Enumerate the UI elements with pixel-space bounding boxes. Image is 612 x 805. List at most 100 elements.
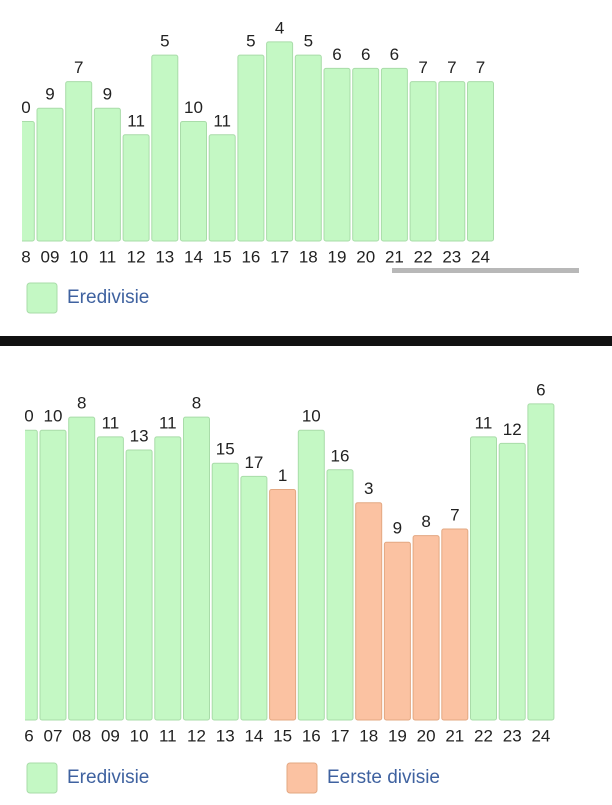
value-label: 8	[421, 512, 430, 531]
value-label: 10	[12, 98, 31, 117]
bar	[355, 502, 383, 721]
bar	[39, 429, 67, 721]
x-tick-label: 20	[356, 247, 375, 266]
bar	[25, 429, 38, 721]
x-tick-label: 07	[44, 726, 63, 745]
bar	[438, 81, 466, 242]
value-label: 7	[74, 58, 83, 77]
x-tick-label: 17	[270, 247, 289, 266]
bar	[96, 436, 124, 721]
value-label: 16	[331, 446, 350, 465]
x-tick-label: 10	[69, 247, 88, 266]
legend-swatch	[286, 762, 318, 794]
value-label: 3	[364, 479, 373, 498]
x-tick-label: 13	[155, 247, 174, 266]
legend: Eredivisie Eredivisie Eerste divisie	[26, 282, 440, 794]
value-label: 8	[192, 394, 201, 413]
bar	[294, 54, 322, 242]
x-tick-label: 11	[159, 726, 177, 745]
bar	[470, 436, 497, 721]
x-tick-label: 18	[359, 726, 378, 745]
value-label: 6	[390, 45, 399, 64]
x-tick-label: 21	[445, 726, 464, 745]
x-tick-label: 18	[299, 247, 318, 266]
legend-label: Eredivisie	[67, 287, 149, 308]
x-tick-label: 23	[442, 247, 461, 266]
value-label: 6	[361, 45, 370, 64]
bar	[527, 403, 555, 721]
scrollbar[interactable]	[392, 268, 579, 273]
bar	[323, 67, 351, 242]
value-label: 9	[103, 85, 112, 104]
value-label: 7	[447, 58, 456, 77]
divider	[0, 336, 612, 346]
value-label: 13	[130, 427, 149, 446]
x-tick-label: 14	[244, 726, 263, 745]
x-tick-label: 22	[414, 247, 433, 266]
x-tick-label: 16	[241, 247, 260, 266]
value-label: 12	[503, 420, 522, 439]
bar	[297, 429, 325, 721]
legend-swatch	[26, 282, 58, 314]
bar	[237, 54, 265, 242]
x-tick-label: 13	[216, 726, 235, 745]
bar	[125, 449, 153, 721]
x-tick-label: 20	[417, 726, 436, 745]
x-tick-label: 09	[41, 247, 60, 266]
bar	[383, 541, 411, 721]
value-label: 6	[536, 380, 545, 399]
bar	[240, 475, 268, 721]
x-tick-label: 14	[184, 247, 203, 266]
x-tick-label: 16	[302, 726, 321, 745]
bar	[183, 416, 210, 721]
bar	[269, 489, 297, 721]
bar	[93, 107, 121, 242]
x-tick-label: 21	[385, 247, 404, 266]
value-label: 11	[159, 413, 177, 432]
bar	[154, 436, 182, 721]
x-tick-label: 15	[273, 726, 292, 745]
bar	[380, 67, 408, 242]
bar	[266, 41, 294, 242]
bar	[441, 528, 469, 721]
value-label: 10	[184, 98, 203, 117]
x-tick-label: 24	[471, 247, 490, 266]
value-label: 5	[304, 32, 313, 51]
value-label: 5	[246, 32, 255, 51]
value-label: 5	[160, 32, 169, 51]
x-tick-label: 08	[72, 726, 91, 745]
value-label: 1	[278, 466, 287, 485]
value-label: 17	[244, 453, 263, 472]
x-tick-label: 08	[12, 247, 31, 266]
x-tick-label: 09	[101, 726, 120, 745]
value-label: 9	[45, 85, 54, 104]
x-tick-label: 12	[127, 247, 146, 266]
chart-top: 0809101112131415161718192021222324109791…	[12, 18, 494, 266]
value-label: 7	[450, 506, 459, 525]
value-label: 9	[393, 519, 402, 538]
bar	[151, 54, 179, 242]
value-label: 4	[275, 18, 284, 37]
value-label: 15	[216, 440, 235, 459]
value-label: 10	[44, 407, 63, 426]
bar	[412, 535, 440, 721]
bar	[211, 462, 239, 721]
value-label: 6	[332, 45, 341, 64]
bar	[65, 81, 93, 242]
bar	[122, 134, 150, 242]
bar	[498, 442, 526, 721]
bar	[22, 121, 35, 242]
legend-label: Eerste divisie	[327, 767, 440, 788]
x-tick-label: 17	[331, 726, 350, 745]
x-tick-label: 19	[328, 247, 347, 266]
value-label: 10	[15, 407, 34, 426]
legend-label: Eredivisie	[67, 767, 149, 788]
bar	[208, 134, 236, 242]
legend-swatch	[26, 762, 58, 794]
bar	[36, 107, 64, 242]
bar	[326, 469, 354, 721]
value-label: 10	[302, 407, 321, 426]
value-label: 11	[475, 413, 493, 432]
x-tick-label: 15	[213, 247, 232, 266]
